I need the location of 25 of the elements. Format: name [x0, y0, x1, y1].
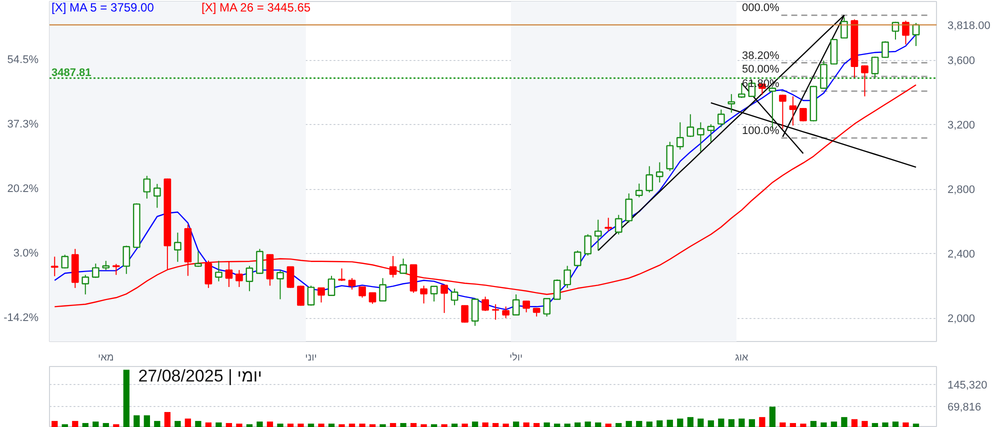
x-tick-label: יולי [510, 352, 523, 364]
y-tick-label: 2,400 [948, 248, 976, 261]
ref-line-label: 3,818.00 [948, 20, 990, 32]
ref-line-label: 3487.81 [52, 67, 92, 80]
y2-tick-label: -14.2% [4, 312, 39, 324]
y2-tick-label: 3.0% [13, 247, 39, 260]
y-tick-label: 3,200 [948, 120, 976, 132]
text: [X] MA 26 = 3445.65 [202, 0, 311, 14]
annotation: 38.20% [742, 50, 780, 62]
y-tick-label: 69,816 [948, 402, 982, 414]
y-tick-label: 3,600 [948, 55, 976, 68]
x-tick-label: יוני [305, 352, 317, 364]
annotation: 100.0% [742, 124, 780, 137]
y-tick-label: 2,000 [948, 313, 976, 326]
y2-tick-label: 54.5% [7, 54, 39, 66]
y2-tick-label: 37.3% [7, 118, 39, 131]
text: [X] MA 5 = 3759.00 [52, 0, 154, 14]
y-tick-label: 145,320 [948, 379, 988, 392]
y-tick-label: 2,800 [948, 184, 976, 196]
y2-tick-label: 20.2% [7, 182, 39, 195]
x-tick-label: אוג [735, 352, 749, 364]
annotation: יומי | 27/08/2025 [138, 366, 262, 386]
x-tick-label: מאי [98, 352, 114, 364]
annotation: 000.0% [742, 2, 780, 14]
annotation: 50.00% [742, 64, 780, 76]
